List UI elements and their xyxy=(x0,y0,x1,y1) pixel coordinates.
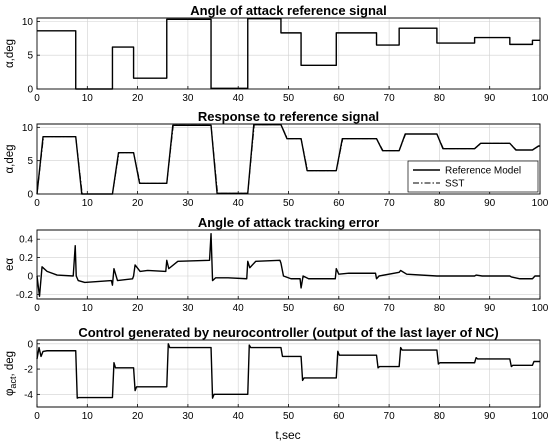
x-tick-label: 20 xyxy=(132,198,144,209)
x-tick-label: 100 xyxy=(532,93,549,104)
y-axis-label: φact, deg xyxy=(4,351,18,396)
series-line-1 xyxy=(36,343,540,399)
x-tick-label: 80 xyxy=(434,93,446,104)
chart-title: Response to reference signal xyxy=(198,109,379,124)
chart-panel-1: 0 10 20 30 40 50 60 70 80 90 100 0 5 10 Angle of attac… xyxy=(4,3,549,104)
chart-title: Control generated by neurocontroller (ou… xyxy=(78,325,498,340)
x-tick-label: 0 xyxy=(34,303,40,314)
x-tick-label: 80 xyxy=(434,198,446,209)
x-tick-label: 90 xyxy=(484,303,496,314)
y-tick-label: 5 xyxy=(27,51,33,62)
x-tick-label: 10 xyxy=(82,303,94,314)
x-tick-label: 30 xyxy=(182,198,194,209)
x-tick-label: 70 xyxy=(384,198,396,209)
x-tick-label: 100 xyxy=(532,303,549,314)
chart-panel-2: 0 10 20 30 40 50 60 70 80 90 100 0 5 10 Response to re… xyxy=(4,109,549,209)
x-tick-label: 20 xyxy=(132,411,144,422)
legend-label: SST xyxy=(445,179,464,190)
plot-frame xyxy=(36,229,541,300)
x-tick-label: 40 xyxy=(233,93,245,104)
y-tick-label: 0.2 xyxy=(19,253,33,264)
x-tick-label: 60 xyxy=(333,93,345,104)
x-tick-label: 0 xyxy=(34,411,40,422)
plot-frame xyxy=(36,123,541,195)
chart-title: Angle of attack reference signal xyxy=(190,3,387,18)
y-axis-label: α,deg xyxy=(4,144,16,173)
y-tick-label: -0.2 xyxy=(16,290,34,301)
x-tick-label: 80 xyxy=(434,411,446,422)
x-tick-label: 0 xyxy=(34,93,40,104)
x-tick-label: 10 xyxy=(82,411,94,422)
x-tick-label: 60 xyxy=(333,303,345,314)
x-tick-label: 90 xyxy=(484,93,496,104)
y-tick-label: 0.4 xyxy=(19,235,33,246)
x-tick-label: 20 xyxy=(132,303,144,314)
plot-frame xyxy=(36,339,541,408)
x-tick-label: 70 xyxy=(384,411,396,422)
y-tick-label: 5 xyxy=(27,156,33,167)
chart-title: Angle of attack tracking error xyxy=(198,215,379,230)
x-tick-label: 30 xyxy=(182,93,194,104)
x-tick-label: 10 xyxy=(82,93,94,104)
y-tick-label: 0 xyxy=(27,339,33,350)
x-tick-label: 70 xyxy=(384,93,396,104)
y-tick-label: 0 xyxy=(27,272,33,283)
x-tick-label: 20 xyxy=(132,93,144,104)
x-tick-label: 40 xyxy=(233,411,245,422)
x-tick-label: 30 xyxy=(182,303,194,314)
y-tick-label: 10 xyxy=(22,17,34,28)
x-axis-label: t,sec xyxy=(275,428,300,442)
y-axis-label: eα xyxy=(4,258,16,271)
x-tick-label: 50 xyxy=(283,198,295,209)
legend: Reference Model SST xyxy=(407,160,539,193)
y-tick-label: 10 xyxy=(22,123,34,134)
x-tick-label: 80 xyxy=(434,303,446,314)
y-axis-label: α,deg xyxy=(4,39,16,68)
y-tick-label: 0 xyxy=(27,85,33,96)
x-tick-label: 100 xyxy=(532,411,549,422)
plot-frame xyxy=(36,17,541,90)
x-tick-label: 90 xyxy=(484,411,496,422)
x-tick-label: 70 xyxy=(384,303,396,314)
x-tick-label: 10 xyxy=(82,198,94,209)
x-tick-label: 100 xyxy=(532,198,549,209)
x-tick-label: 60 xyxy=(333,198,345,209)
x-tick-label: 50 xyxy=(283,411,295,422)
x-tick-label: 90 xyxy=(484,198,496,209)
legend-label: Reference Model xyxy=(445,166,521,177)
x-tick-label: 40 xyxy=(233,198,245,209)
y-tick-label: -4 xyxy=(24,390,33,401)
series-line-1 xyxy=(36,232,540,297)
y-tick-label: 0 xyxy=(27,190,33,201)
series-line-sst xyxy=(36,124,540,195)
y-tick-label: -2 xyxy=(24,365,33,376)
x-tick-label: 0 xyxy=(34,198,40,209)
x-tick-label: 50 xyxy=(283,303,295,314)
legend-box xyxy=(407,160,539,193)
x-tick-label: 60 xyxy=(333,411,345,422)
chart-panel-4: 0 10 20 30 40 50 60 70 80 90 100 -4 -2 0 Control gener… xyxy=(4,325,549,422)
x-tick-label: 30 xyxy=(182,411,194,422)
series-line-1 xyxy=(37,17,540,90)
x-tick-label: 50 xyxy=(283,93,295,104)
x-tick-label: 40 xyxy=(233,303,245,314)
